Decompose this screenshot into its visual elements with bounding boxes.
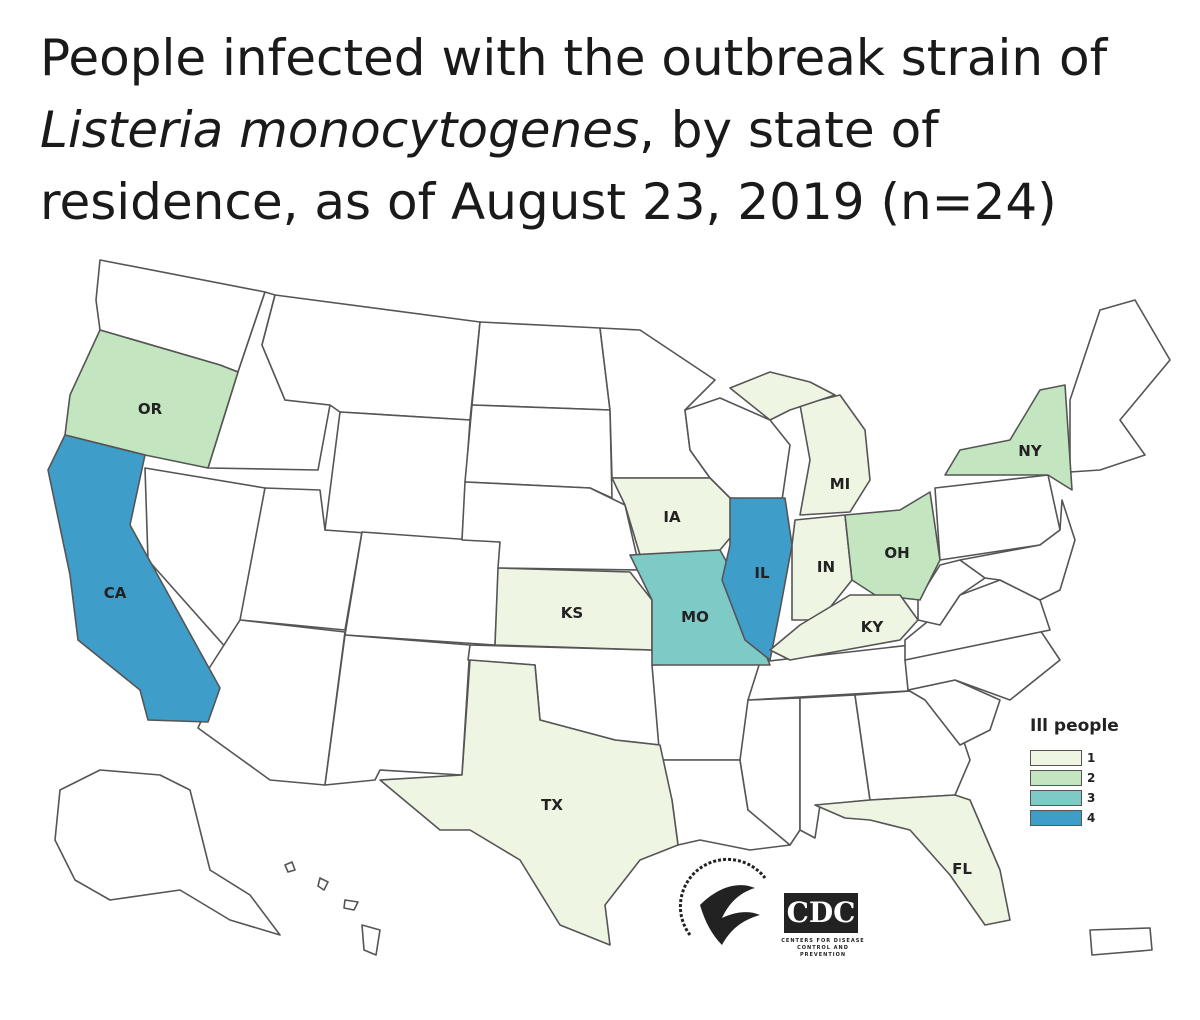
label-fl: FL xyxy=(952,860,972,878)
base-states xyxy=(54,259,1171,956)
state-md-de-nj[interactable] xyxy=(959,499,1076,601)
state-or[interactable] xyxy=(64,329,239,469)
legend-item-1: 1 xyxy=(1030,748,1150,768)
state-tx[interactable] xyxy=(379,659,679,946)
state-mi-up[interactable] xyxy=(729,371,836,421)
label-tx: TX xyxy=(541,796,563,814)
label-oh: OH xyxy=(884,544,909,562)
legend-swatch-2 xyxy=(1030,770,1082,786)
territory-pr[interactable] xyxy=(1089,927,1153,956)
state-mi[interactable] xyxy=(799,394,871,516)
label-il: IL xyxy=(754,564,770,582)
state-nm[interactable] xyxy=(324,634,471,786)
label-mi: MI xyxy=(830,475,851,493)
label-ks: KS xyxy=(561,604,583,622)
state-ne[interactable] xyxy=(461,481,641,571)
cdc-logo-subtitle: CENTERS FOR DISEASE CONTROL AND PREVENTI… xyxy=(781,938,865,958)
state-new-england[interactable] xyxy=(1069,299,1171,473)
hhs-logo xyxy=(678,857,767,945)
legend-value-2: 2 xyxy=(1087,771,1096,785)
state-ky[interactable] xyxy=(769,594,919,661)
legend-value-4: 4 xyxy=(1087,811,1096,825)
state-nd[interactable] xyxy=(471,321,611,411)
label-ca: CA xyxy=(104,584,127,602)
legend-item-4: 4 xyxy=(1030,808,1150,828)
legend-swatch-3 xyxy=(1030,790,1082,806)
legend-value-1: 1 xyxy=(1087,751,1096,765)
state-oh[interactable] xyxy=(844,491,941,601)
state-wv[interactable] xyxy=(917,559,986,626)
label-ia: IA xyxy=(663,508,681,526)
legend-swatch-4 xyxy=(1030,810,1082,826)
state-co[interactable] xyxy=(344,531,501,646)
state-il[interactable] xyxy=(721,497,793,661)
state-ny[interactable] xyxy=(944,384,1073,491)
page-title: People infected with the outbreak strain… xyxy=(40,29,1108,231)
label-ky: KY xyxy=(861,618,885,636)
hhs-arc-icon xyxy=(678,857,767,936)
state-az[interactable] xyxy=(197,619,346,786)
state-ak[interactable] xyxy=(54,769,281,936)
legend-value-3: 3 xyxy=(1087,791,1096,805)
state-ca[interactable] xyxy=(47,434,221,723)
legend-item-2: 2 xyxy=(1030,768,1150,788)
legend-item-3: 3 xyxy=(1030,788,1150,808)
state-hi[interactable] xyxy=(284,861,381,956)
state-fl[interactable] xyxy=(814,794,1011,926)
label-mo: MO xyxy=(681,608,709,626)
legend-swatch-1 xyxy=(1030,750,1082,766)
state-wy[interactable] xyxy=(324,411,471,541)
hhs-eagle-icon xyxy=(700,885,760,945)
legend: Ill people 1 2 3 4 xyxy=(1030,716,1150,828)
label-or: OR xyxy=(138,400,163,418)
state-mt[interactable] xyxy=(261,294,481,421)
legend-title: Ill people xyxy=(1030,716,1119,736)
cdc-logo: CDC xyxy=(784,893,858,933)
label-in: IN xyxy=(817,558,835,576)
label-ny: NY xyxy=(1018,442,1043,460)
